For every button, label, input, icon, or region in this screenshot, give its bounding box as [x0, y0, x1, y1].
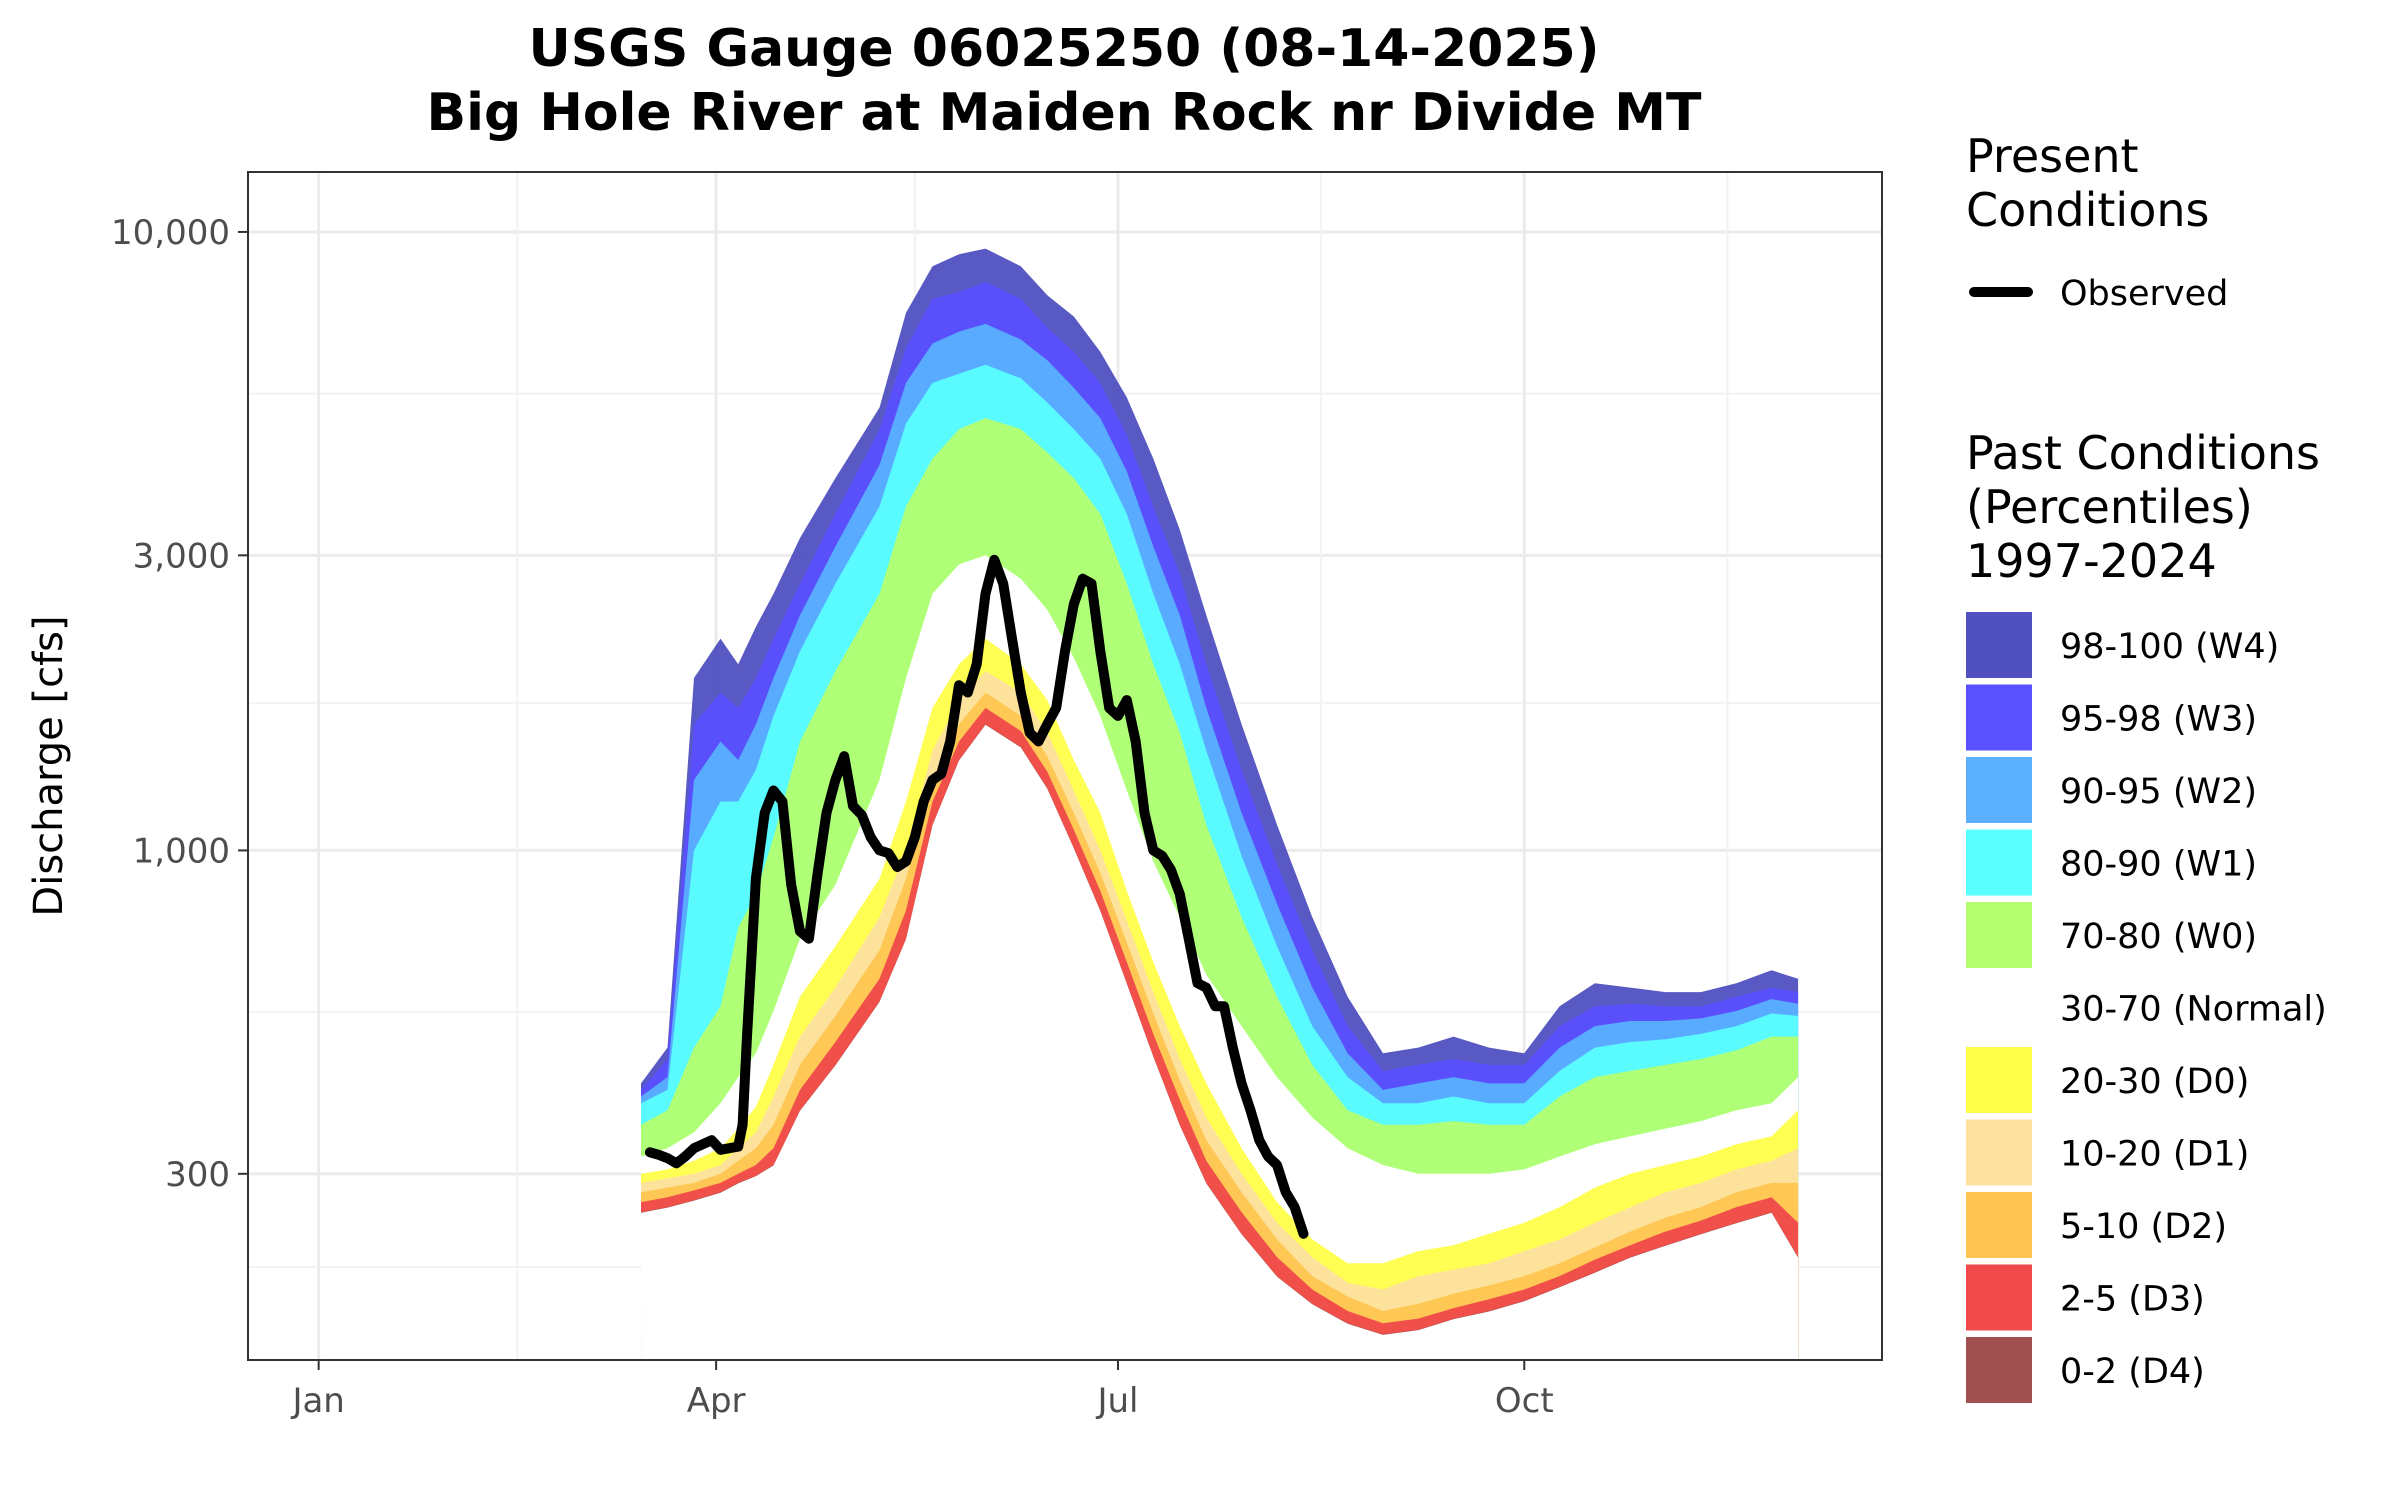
legend-swatch [1966, 612, 2032, 678]
observed-line [644, 554, 1309, 1239]
legend-past-title: 1997-2024 [1966, 534, 2217, 588]
legend-swatch [1966, 1047, 2032, 1113]
legend-label: 80-90 (W1) [2060, 845, 2257, 885]
x-tick-label: Oct [1495, 1381, 1554, 1421]
legend-present-title: Present [1966, 129, 2139, 183]
chart-subtitle: Big Hole River at Maiden Rock nr Divide … [427, 83, 1702, 143]
x-tick-label: Jul [1095, 1381, 1138, 1421]
legend-swatch [1966, 974, 2032, 1041]
legend-past-title: (Percentiles) [1966, 480, 2253, 534]
legend-swatch [1966, 902, 2032, 968]
legend-swatch [1966, 684, 2032, 751]
legend-swatch [1966, 829, 2032, 896]
y-tick-label: 3,000 [133, 536, 230, 576]
legend-label: 10-20 (D1) [2060, 1135, 2249, 1175]
legend-past-conditions: Past Conditions(Percentiles)1997-2024 98-… [1966, 426, 2327, 1403]
x-tick-label: Jan [290, 1381, 344, 1421]
x-axis-ticks: Jan Apr Jul Oct [290, 1360, 1554, 1421]
plot-border [247, 171, 1883, 1361]
y-tick-label: 300 [165, 1155, 230, 1195]
legend-label: 2-5 (D3) [2060, 1280, 2205, 1320]
legend-swatch [1966, 1337, 2032, 1403]
legend-label: 0-2 (D4) [2060, 1352, 2205, 1392]
legend-label: 90-95 (W2) [2060, 772, 2257, 812]
observed-layer [644, 554, 1309, 1239]
legend-label: 20-30 (D0) [2060, 1062, 2249, 1102]
below-band-mask [641, 724, 1799, 1360]
legend-swatch [1966, 1192, 2032, 1258]
legend-swatch [1966, 757, 2032, 823]
legend-observed-label: Observed [2060, 274, 2228, 314]
legend-label: 98-100 (W4) [2060, 627, 2279, 667]
legend-label: 70-80 (W0) [2060, 917, 2257, 957]
legend-label: 95-98 (W3) [2060, 700, 2257, 740]
legend-swatch [1966, 1119, 2032, 1186]
legend-label: 30-70 (Normal) [2060, 990, 2327, 1030]
chart-title: USGS Gauge 06025250 (08-14-2025) [528, 19, 1599, 79]
legend-past-title: Past Conditions [1966, 426, 2320, 480]
y-axis-ticks: 300 1,000 3,000 10,000 [111, 213, 248, 1195]
legend-swatch [1966, 1264, 2032, 1331]
y-axis-title: Discharge [cfs] [26, 615, 72, 916]
y-tick-label: 1,000 [133, 831, 230, 871]
percentile-bands [641, 248, 1799, 1361]
legend-label: 5-10 (D2) [2060, 1207, 2227, 1247]
y-tick-label: 10,000 [111, 213, 230, 253]
x-tick-label: Apr [687, 1381, 746, 1421]
legend-present-title: Conditions [1966, 183, 2209, 237]
